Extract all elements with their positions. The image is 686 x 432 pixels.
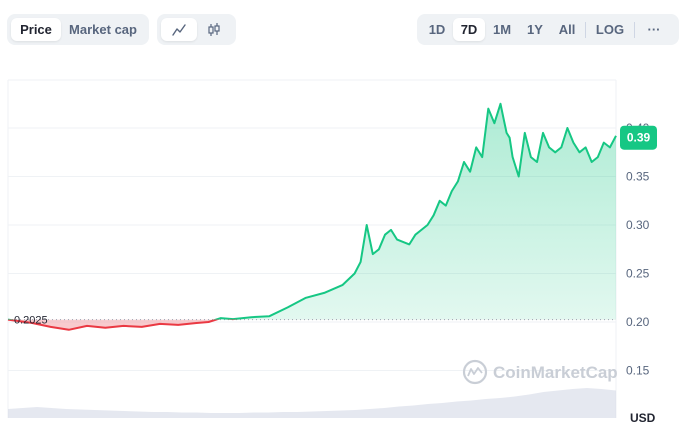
y-tick-label: 0.20	[626, 315, 650, 329]
y-tick-label: 0.30	[626, 218, 650, 232]
currency-label: USD	[630, 411, 656, 425]
line-chart-icon	[172, 23, 186, 36]
coinmarketcap-logo-icon	[462, 359, 488, 385]
logo-wave	[467, 367, 483, 377]
price-line	[7, 102, 617, 331]
candlestick-icon	[208, 22, 220, 36]
log-scale-button[interactable]: LOG	[595, 22, 625, 37]
line-chart-button[interactable]	[161, 18, 197, 41]
range-toggle: 1D 7D 1M 1Y All LOG ···	[417, 14, 679, 45]
range-1m[interactable]: 1M	[492, 22, 512, 37]
volume-area	[8, 388, 616, 418]
up-area-fill	[216, 103, 616, 320]
price-line-up	[8, 102, 617, 320]
metric-toggle: Price Market cap	[7, 14, 149, 45]
candlestick-button[interactable]	[197, 18, 233, 41]
price-line-down	[7, 319, 239, 331]
y-tick-label: 0.35	[626, 170, 650, 184]
y-axis-labels: 0.400.350.300.250.200.15	[626, 121, 650, 378]
reference-price-label: 0.2025	[14, 315, 48, 327]
toolbar-divider	[585, 21, 586, 38]
range-all[interactable]: All	[558, 22, 576, 37]
volume-area-path	[8, 388, 616, 418]
more-options-button[interactable]: ···	[647, 22, 661, 37]
range-1d[interactable]: 1D	[428, 22, 446, 37]
y-tick-label: 0.25	[626, 267, 650, 281]
tab-price[interactable]: Price	[11, 18, 61, 41]
down-area-fill	[8, 319, 616, 330]
tab-market-cap[interactable]: Market cap	[69, 22, 137, 37]
price-area-fill	[8, 103, 616, 330]
current-price-badge-bg	[620, 125, 657, 150]
watermark: CoinMarketCap	[462, 359, 618, 385]
toolbar-divider	[634, 21, 635, 38]
y-tick-label: 0.15	[626, 364, 650, 378]
watermark-text: CoinMarketCap	[493, 363, 618, 382]
chart-type-toggle	[157, 14, 236, 45]
range-7d[interactable]: 7D	[453, 18, 485, 41]
current-price-value: 0.39	[627, 131, 651, 145]
range-1y[interactable]: 1Y	[527, 22, 543, 37]
current-price-badge: 0.39	[620, 125, 657, 150]
